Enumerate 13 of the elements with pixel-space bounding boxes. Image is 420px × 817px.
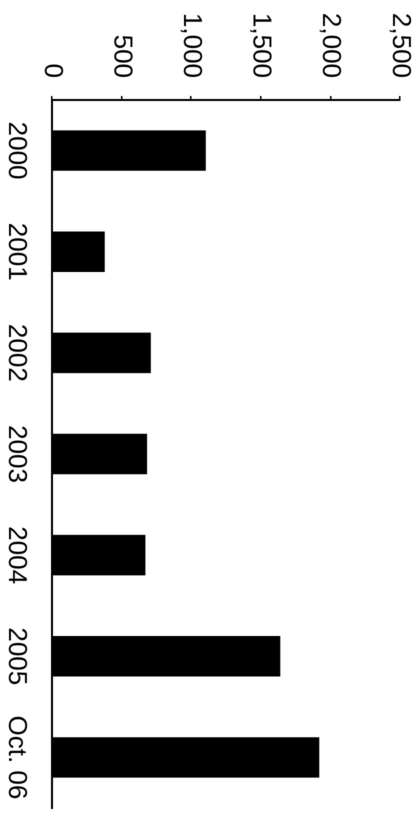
y-tick-label: 2002 — [2, 324, 33, 382]
y-tick-label: Oct. 06 — [2, 716, 33, 800]
x-tick-label: 1,500 — [248, 12, 278, 78]
x-tick-label: 2,000 — [317, 12, 348, 78]
x-tick-label: 1,000 — [178, 12, 208, 78]
x-tick-label: 2,500 — [386, 12, 417, 78]
y-tick-label: 2001 — [2, 222, 33, 281]
x-tick-label: 0 — [38, 64, 69, 78]
y-tick-label: 2000 — [2, 122, 33, 180]
x-tick-label: 500 — [108, 34, 138, 78]
y-tick-label: 2003 — [2, 425, 33, 483]
y-tick-label: 2004 — [2, 526, 33, 584]
y-tick-label: 2005 — [2, 627, 33, 686]
